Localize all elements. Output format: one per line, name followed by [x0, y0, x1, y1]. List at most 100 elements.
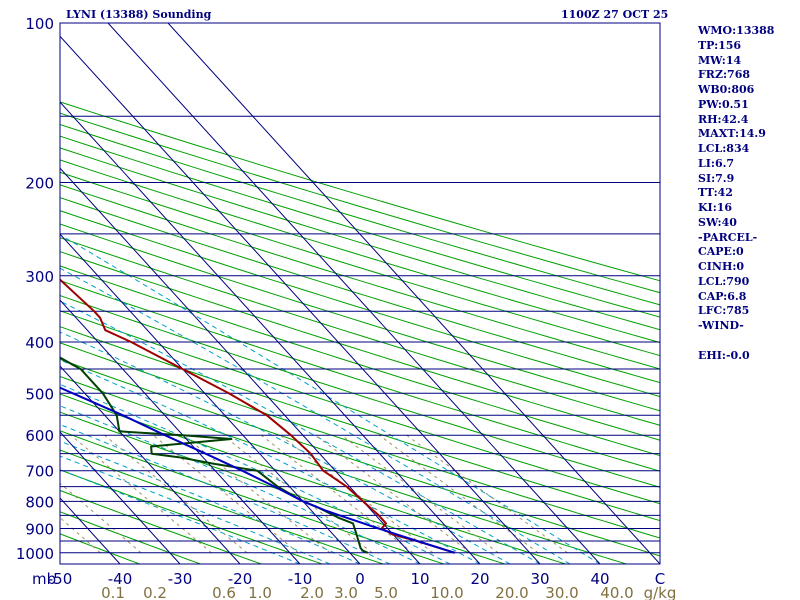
- pressure-tick-label: 700: [25, 463, 54, 481]
- mixing-ratio-unit-label: g/kg: [644, 584, 677, 600]
- dewpoint-trace: [60, 356, 369, 554]
- dry-adiabat-line: [60, 135, 660, 318]
- dry-adiabat-line: [60, 326, 660, 522]
- index-item: FRZ:768: [698, 68, 751, 82]
- index-item: LFC:785: [698, 304, 750, 318]
- station-title: LYNI (13388) Sounding: [66, 8, 212, 21]
- index-item: CAP:6.8: [698, 289, 747, 303]
- dry-adiabat-line: [60, 469, 323, 564]
- dry-adiabat-line: [60, 171, 660, 357]
- moist-adiabat-line: [60, 234, 601, 564]
- index-item: LCL:834: [698, 142, 750, 155]
- dry-adiabat-line: [60, 489, 262, 564]
- temperature-trace: [60, 278, 456, 554]
- isotherm-line: [60, 365, 241, 564]
- mixing-ratio-tick-label: 0.2: [143, 584, 167, 600]
- temperature-tick-label: -20: [228, 570, 253, 588]
- temperature-tick-label: -50: [48, 570, 73, 588]
- mixing-ratio-labels: 0.1 0.2 0.6 1.0 2.0 3.0 5.0 10.0 20.0 30.0 40.0 g/k…: [101, 584, 676, 600]
- mixing-ratio-line: [378, 434, 539, 554]
- pressure-tick-label: 900: [25, 521, 54, 539]
- moist-adiabat-line: [60, 267, 571, 564]
- isotherm-line: [60, 299, 301, 564]
- pressure-unit-label: mb: [32, 570, 56, 588]
- dry-adiabat-line: [60, 411, 505, 564]
- index-item: -WIND-: [698, 319, 744, 332]
- dry-adiabat-line: [60, 533, 140, 564]
- dry-adiabat-line: [60, 449, 384, 564]
- pressure-tick-label: 300: [25, 268, 54, 286]
- index-item: WMO:13388: [698, 24, 775, 37]
- index-item: TP:156: [698, 38, 742, 52]
- index-item: RH:42.4: [698, 112, 749, 126]
- pressure-axis-labels: 100 200 300 400 500 600 700 800 900 1000: [16, 15, 54, 563]
- temperature-tick-label: -30: [168, 570, 193, 588]
- isotherm-line: [60, 35, 541, 564]
- mixing-ratio-tick-label: 10.0: [430, 584, 463, 600]
- dry-adiabat-line: [60, 251, 660, 441]
- isotherms: [60, 23, 660, 564]
- isotherm-line: [60, 101, 481, 564]
- stability-indices-list: WMO:13388 TP:156 MW:14 FRZ:768 WB0:806 PW:0.5…: [698, 24, 774, 363]
- dry-adiabat-line: [60, 358, 660, 557]
- dry-adiabat-line: [60, 101, 660, 282]
- dry-adiabat-line: [60, 210, 660, 398]
- pressure-tick-label: 600: [25, 427, 54, 445]
- mixing-ratio-line: [152, 434, 299, 554]
- index-item: -PARCEL-: [698, 230, 758, 244]
- index-item: CINH:0: [698, 260, 745, 273]
- moist-adiabat-line: [60, 359, 481, 564]
- index-item: PW:0.51: [698, 97, 749, 111]
- index-item: WB0:806: [698, 83, 755, 96]
- dry-adiabat-line: [60, 342, 660, 539]
- index-item: SI:7.9: [698, 171, 735, 185]
- pressure-tick-label: 1000: [16, 545, 54, 563]
- isotherm-line: [167, 23, 660, 564]
- moist-adiabat-line: [60, 331, 511, 564]
- mixing-ratio-line: [406, 434, 568, 554]
- index-item: TT:42: [698, 186, 733, 200]
- dry-adiabat-line: [60, 430, 444, 564]
- isotherm-line: [60, 431, 181, 564]
- dry-adiabat-line: [60, 310, 660, 505]
- mixing-ratio-tick-label: 20.0: [495, 584, 528, 600]
- pressure-tick-label: 200: [25, 174, 54, 192]
- index-item: CAPE:0: [698, 245, 744, 259]
- mixing-ratio-tick-label: 5.0: [374, 584, 398, 600]
- mixing-ratio-tick-label: 3.0: [334, 584, 358, 600]
- isotherm-line: [60, 167, 421, 564]
- index-item: SW:40: [698, 215, 737, 229]
- dry-adiabat-line: [60, 393, 566, 564]
- index-item: KI:16: [698, 201, 733, 214]
- dry-adiabats: [60, 101, 660, 564]
- isobars: [60, 23, 660, 554]
- plot-frame: [59, 22, 661, 565]
- mixing-ratio-tick-label: 40.0: [600, 584, 633, 600]
- temperature-tick-label: -40: [108, 570, 133, 588]
- moist-adiabats: [60, 234, 601, 564]
- dry-adiabat-line: [60, 147, 660, 331]
- temperature-tick-label: 30: [530, 570, 549, 588]
- dry-adiabat-line: [60, 237, 660, 426]
- dry-adiabat-line: [60, 197, 660, 384]
- dry-adiabat-line: [60, 184, 660, 370]
- mixing-ratio-tick-label: 0.6: [212, 584, 236, 600]
- moist-adiabat-line: [60, 300, 541, 564]
- dry-adiabat-line: [60, 280, 660, 472]
- temperature-tick-label: -10: [288, 570, 313, 588]
- mixing-ratio-line: [60, 482, 142, 554]
- pressure-tick-label: 500: [25, 385, 54, 403]
- mixing-ratio-tick-label: 0.1: [101, 584, 125, 600]
- mixing-ratio-tick-label: 2.0: [300, 584, 324, 600]
- mixing-ratio-line: [315, 434, 471, 554]
- isotherm-line: [107, 23, 601, 564]
- index-item: LI:6.7: [698, 156, 735, 170]
- moist-adiabat-line: [60, 440, 361, 564]
- parcel-trace: [60, 386, 456, 554]
- temperature-tick-label: 10: [410, 570, 429, 588]
- temperature-tick-label: 0: [355, 570, 365, 588]
- index-item: EHI:-0.0: [698, 348, 750, 362]
- temperature-tick-label: 40: [590, 570, 609, 588]
- pressure-tick-label: 400: [25, 334, 54, 352]
